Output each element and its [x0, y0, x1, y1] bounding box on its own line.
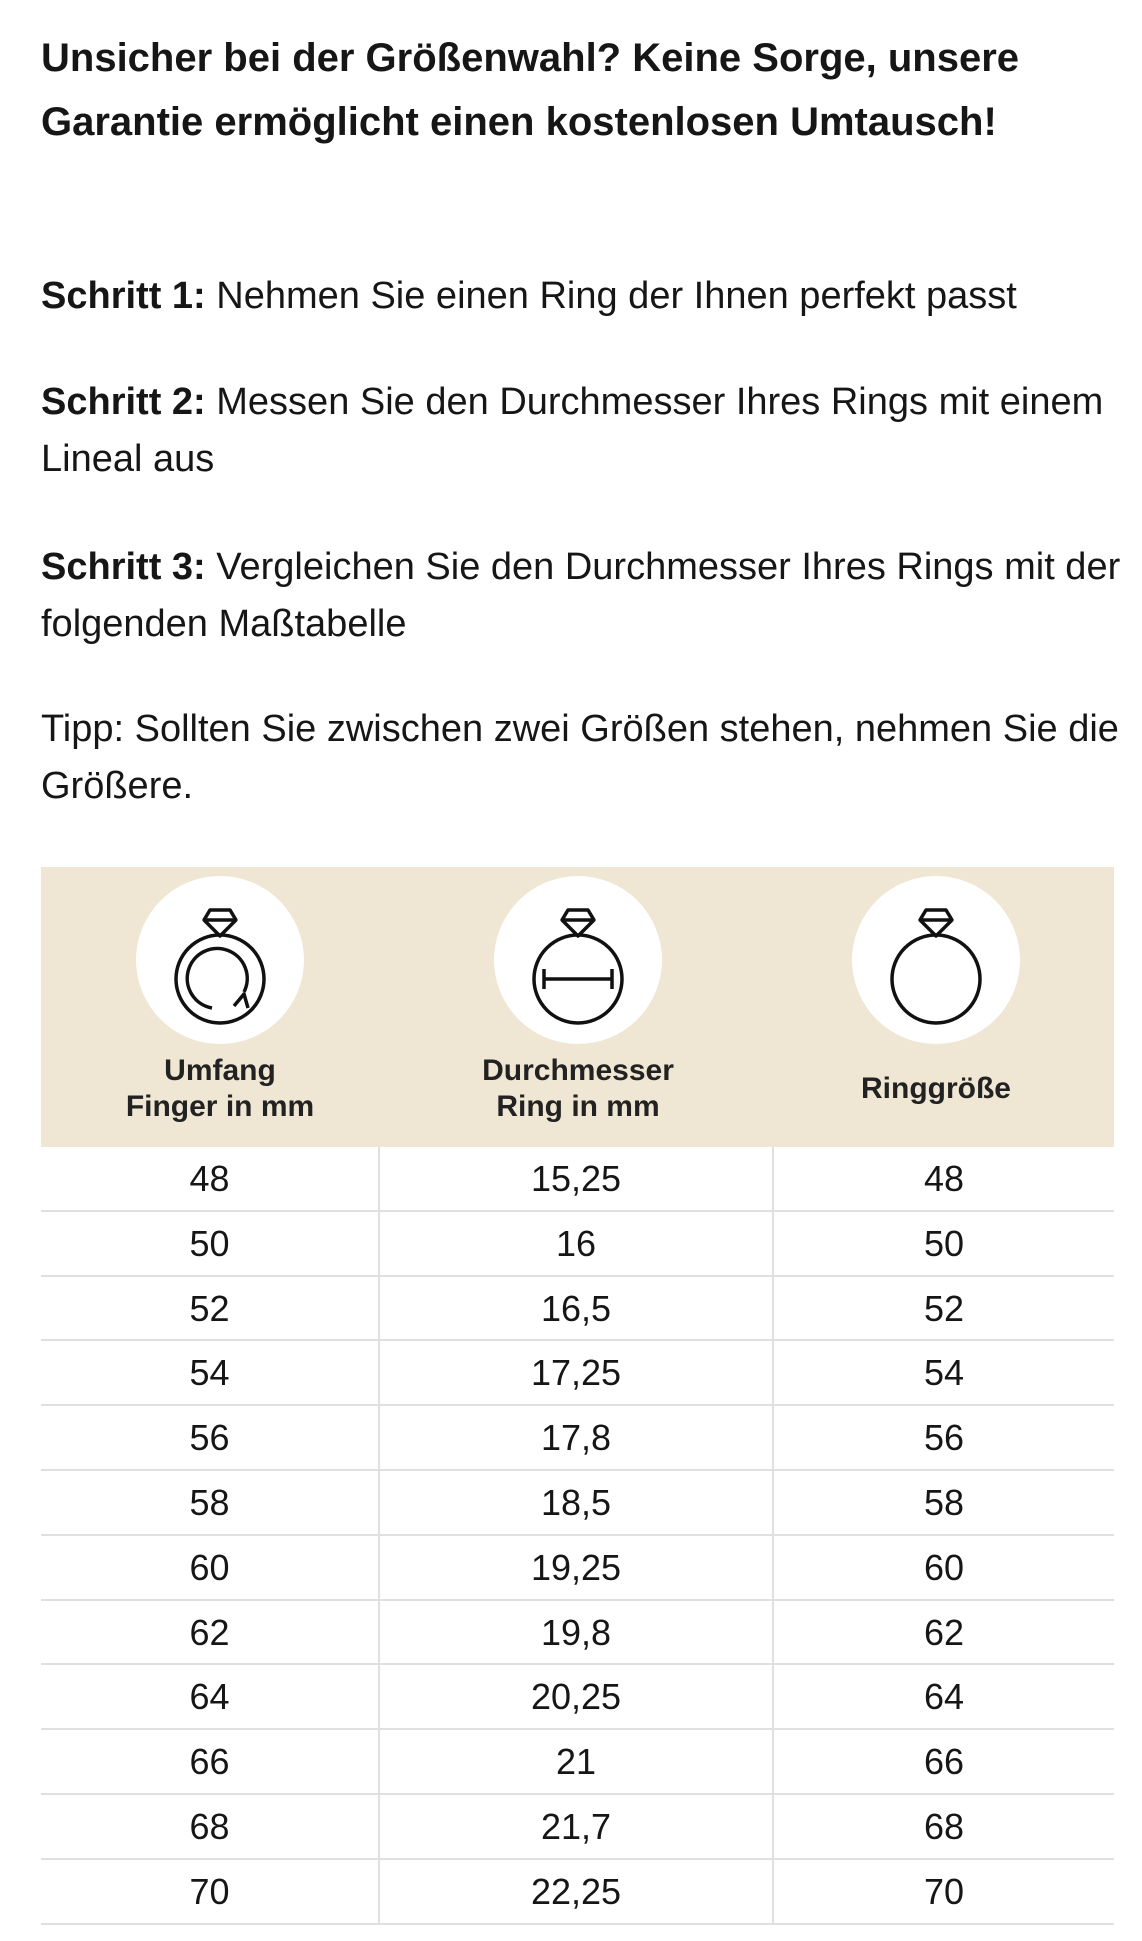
table-body: 48 15,25 48 50 16 50 52 16,5 52 54 17,25 54 56 17,8 56… — [41, 1147, 1114, 1925]
header-col: Ringgröße — [757, 867, 1115, 1147]
header-label: Ringgröße — [861, 1072, 1011, 1105]
table-cell: 56 — [41, 1406, 380, 1469]
header-label: Umfang Finger in mm — [125, 1054, 315, 1123]
step: Schritt 3: Vergleichen Sie den Durchmess… — [41, 539, 1121, 653]
table-cell: 17,8 — [380, 1406, 774, 1469]
table-cell: 70 — [41, 1859, 380, 1923]
table-cell: 16 — [380, 1211, 774, 1275]
table-row: 58 18,5 58 — [41, 1470, 1114, 1536]
header-label: Durchmesser Ring in mm — [482, 1054, 674, 1123]
table-cell: 15,25 — [380, 1147, 774, 1210]
header-col: Durchmesser Ring in mm — [399, 867, 757, 1147]
table-header: Umfang Finger in mm Durchmesser Ring in … — [41, 867, 1114, 1147]
heading: Unsicher bei der Größenwahl? Keine Sorge… — [41, 36, 1020, 144]
step-label: Schritt 3: — [41, 546, 206, 588]
step-text: Nehmen Sie einen Ring der Ihnen perfekt … — [216, 275, 1017, 317]
table-cell: 19,25 — [380, 1535, 774, 1599]
table-row: 52 16,5 52 — [41, 1276, 1114, 1342]
table-cell: 54 — [923, 1352, 965, 1394]
table-cell: 48 — [41, 1147, 380, 1210]
table-cell: 16,5 — [380, 1276, 774, 1340]
table-cell: 62 — [41, 1600, 380, 1664]
table-cell: 18,5 — [380, 1470, 774, 1534]
table-row: 70 22,25 70 — [41, 1859, 1114, 1925]
table-cell: 19,8 — [380, 1600, 774, 1664]
table-row: 68 21,7 68 — [41, 1794, 1114, 1860]
table-cell: 64 — [923, 1676, 965, 1718]
tip: Tipp: Sollten Sie zwischen zwei Größen s… — [41, 708, 1119, 807]
table-cell: 62 — [923, 1611, 965, 1653]
table-cell: 21,7 — [380, 1794, 774, 1858]
step-label: Schritt 2: — [41, 381, 206, 423]
table-cell: 60 — [41, 1535, 380, 1599]
table-row: 60 19,25 60 — [41, 1535, 1114, 1601]
table-cell: 66 — [41, 1730, 380, 1793]
table-cell: 70 — [923, 1870, 965, 1912]
table-cell: 22,25 — [380, 1859, 774, 1923]
table-cell: 17,25 — [380, 1341, 774, 1405]
step-label: Schritt 1: — [41, 275, 206, 317]
table-row: 62 19,8 62 — [41, 1600, 1114, 1666]
table-row: 66 21 66 — [41, 1730, 1114, 1795]
table-cell: 58 — [41, 1470, 380, 1534]
table-row: 54 17,25 54 — [41, 1341, 1114, 1407]
table-cell: 50 — [41, 1211, 380, 1275]
table-cell: 64 — [41, 1665, 380, 1729]
table-cell: 50 — [923, 1222, 965, 1264]
size-table: Umfang Finger in mm Durchmesser Ring in … — [41, 867, 1114, 1925]
table-cell: 21 — [380, 1730, 774, 1793]
icon-diameter — [494, 876, 662, 1044]
step-text: Vergleichen Sie den Durchmesser Ihres Ri… — [41, 546, 1121, 645]
table-cell: 52 — [41, 1276, 380, 1340]
table-cell: 56 — [923, 1417, 965, 1459]
table-row: 48 15,25 48 — [41, 1147, 1114, 1212]
table-cell: 60 — [923, 1546, 965, 1588]
table-cell: 58 — [923, 1481, 965, 1523]
step-text: Messen Sie den Durchmesser Ihres Rings m… — [41, 381, 1104, 480]
table-row: 64 20,25 64 — [41, 1665, 1114, 1731]
table-cell: 66 — [923, 1741, 965, 1783]
table-cell: 48 — [923, 1158, 965, 1199]
table-cell: 68 — [923, 1805, 965, 1847]
step: Schritt 1: Nehmen Sie einen Ring der Ihn… — [41, 268, 1121, 325]
header-col: Umfang Finger in mm — [41, 867, 399, 1147]
icon-ring — [852, 876, 1020, 1044]
table-cell: 20,25 — [380, 1665, 774, 1729]
table-cell: 52 — [923, 1287, 965, 1329]
table-row: 50 16 50 — [41, 1211, 1114, 1277]
table-cell: 68 — [41, 1794, 380, 1858]
table-cell: 54 — [41, 1341, 380, 1405]
icon-circumference — [136, 876, 304, 1044]
table-row: 56 17,8 56 — [41, 1406, 1114, 1471]
step: Schritt 2: Messen Sie den Durchmesser Ih… — [41, 374, 1121, 488]
